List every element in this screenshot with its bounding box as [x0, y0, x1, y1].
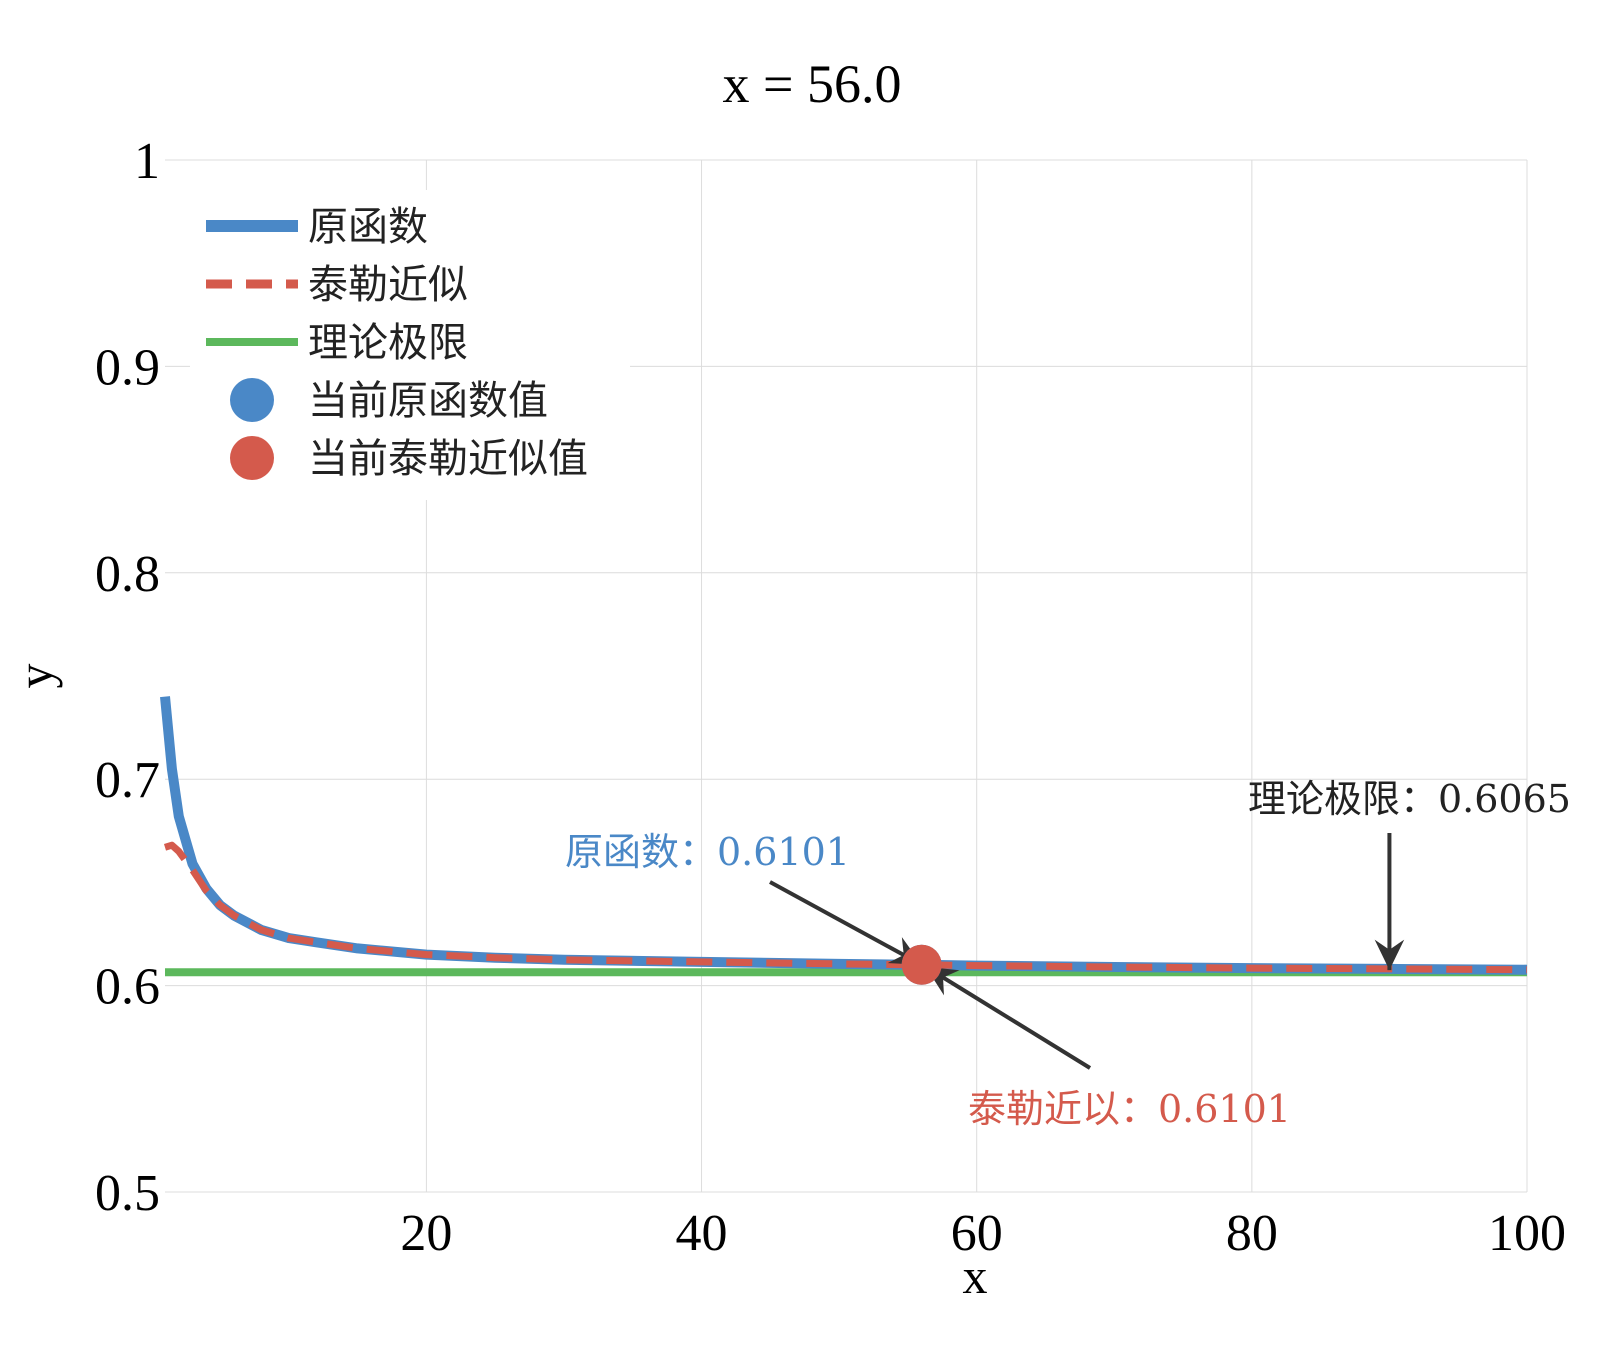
annotation-arrows: [769, 833, 1405, 1070]
legend-label: 当前原函数值: [308, 378, 548, 424]
arrow-taylor: [924, 965, 1092, 1070]
annotation-label: 理论极限：0.6065: [1248, 777, 1571, 821]
arrow-limit-head: [1374, 939, 1405, 971]
arrow-original: [769, 880, 923, 967]
x-tick-label: 60: [951, 1205, 1003, 1262]
legend-swatch: [230, 436, 274, 480]
series-layer: [160, 696, 1528, 977]
y-tick-labels: 0.5 0.6 0.7 0.8 0.9 1: [95, 133, 160, 1222]
grid: [165, 159, 1528, 1193]
legend-label: 当前泰勒近似值: [308, 436, 588, 482]
y-tick-label: 0.8: [95, 546, 160, 603]
y-tick-label: 0.5: [95, 1165, 160, 1222]
x-tick-label: 40: [676, 1205, 728, 1262]
x-tick-label: 100: [1488, 1205, 1566, 1262]
y-tick-label: 0.7: [95, 752, 160, 809]
annotation-label: 泰勒近以：0.6101: [968, 1087, 1291, 1131]
y-tick-label: 1: [134, 133, 160, 190]
legend-label: 理论极限: [308, 320, 468, 366]
x-tick-labels: 20 40 60 80 100: [400, 1205, 1566, 1262]
current-points: [901, 944, 942, 985]
annotations: 原函数：0.6101 泰勒近以：0.6101 理论极限：0.6065: [565, 777, 1571, 1131]
x-tick-label: 80: [1226, 1205, 1278, 1262]
annotation-label: 原函数：0.6101: [565, 830, 850, 874]
current-taylor-point: [901, 944, 942, 985]
y-tick-label: 0.6: [95, 959, 160, 1016]
x-axis-label: x: [963, 1248, 988, 1304]
y-tick-label: 0.9: [95, 339, 160, 396]
legend-label: 泰勒近似: [308, 262, 468, 308]
x-tick-label: 20: [400, 1205, 452, 1262]
series-line-taylor: [163, 841, 1528, 974]
y-axis-label: y: [7, 664, 63, 689]
legend-label: 原函数: [308, 204, 428, 250]
legend-swatch: [230, 378, 274, 422]
chart-title: x = 56.0: [723, 54, 902, 114]
